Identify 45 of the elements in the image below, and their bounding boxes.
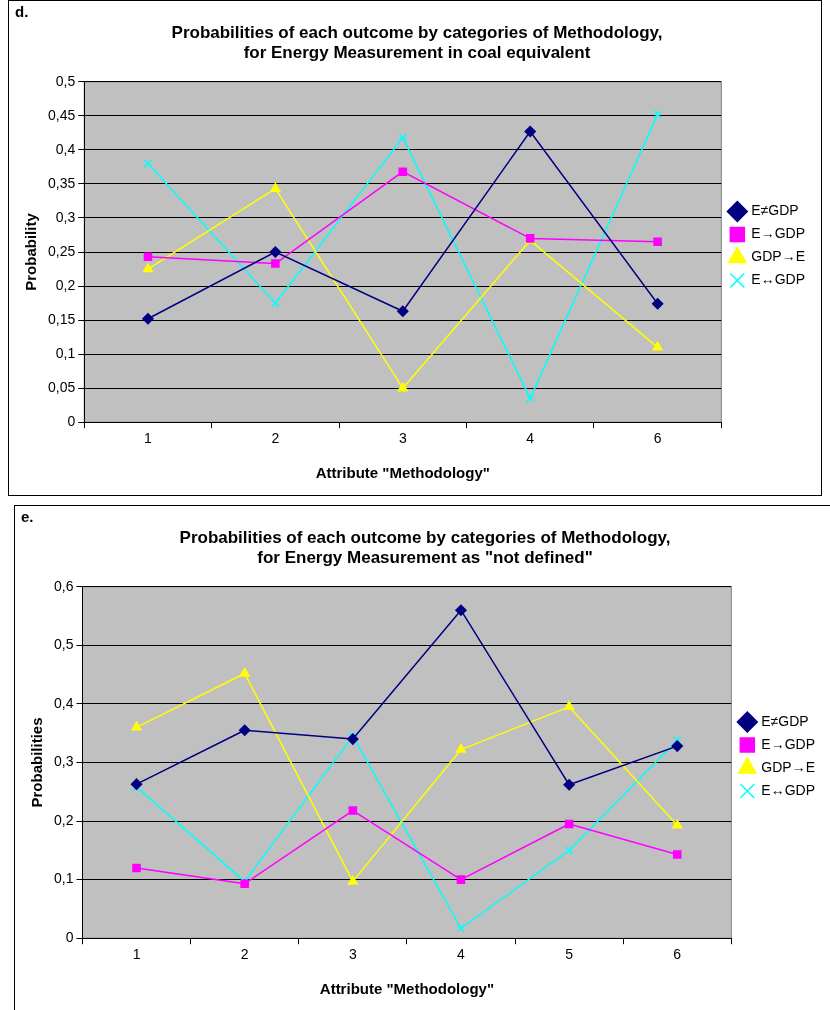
y-axis-title: Probabilities: [28, 717, 46, 808]
y-tick-label: 0: [65, 929, 74, 946]
y-tick-label: 0,5: [55, 72, 76, 89]
y-tick-label: 0: [67, 413, 76, 430]
x-tick-label: 1: [144, 430, 153, 447]
x-tick-label: 3: [398, 430, 407, 447]
chart-title: Probabilities of each outcome by categories of Methodology, for Energy Measurement in coal equivalent: [171, 22, 663, 63]
y-tick-label: 0,05: [48, 379, 76, 396]
legend-label: GDP→E: [761, 758, 816, 775]
legend-label: E↔GDP: [751, 271, 806, 288]
legend-label: GDP→E: [751, 248, 806, 265]
y-axis-title: Probability: [22, 212, 40, 291]
legend-label: E↔GDP: [761, 781, 816, 798]
x-tick-label: 2: [271, 430, 280, 447]
legend-label: E→GDP: [751, 225, 806, 242]
y-tick-label: 0,3: [55, 208, 76, 225]
x-tick-label: 6: [673, 946, 682, 963]
y-tick-label: 0,2: [53, 811, 74, 828]
y-tick-label: 0,2: [55, 276, 76, 293]
text: e.: [21, 508, 34, 525]
y-tick-label: 0,5: [53, 636, 74, 653]
x-tick-label: 6: [653, 430, 662, 447]
y-tick-label: 0,1: [55, 344, 76, 361]
y-tick-label: 0,4: [55, 140, 76, 157]
y-tick-label: 0,35: [48, 174, 76, 191]
x-axis-title: Attribute "Methodology": [319, 980, 494, 998]
x-tick-label: 1: [132, 946, 141, 963]
x-tick-label: 5: [565, 946, 574, 963]
legend-label: E≠GDP: [761, 712, 809, 729]
x-tick-label: 4: [457, 946, 466, 963]
legend-label: E≠GDP: [751, 202, 799, 219]
text: d.: [15, 3, 29, 20]
y-tick-label: 0,3: [53, 753, 74, 770]
chart-title: Probabilities of each outcome by categories of Methodology, for Energy Measurement as "not defined": [179, 527, 671, 568]
y-tick-label: 0,4: [53, 694, 74, 711]
y-tick-label: 0,15: [48, 310, 76, 327]
x-tick-label: 2: [240, 946, 249, 963]
x-tick-label: 3: [348, 946, 357, 963]
y-tick-label: 0,6: [53, 577, 74, 594]
y-tick-label: 0,25: [48, 242, 76, 259]
y-tick-label: 0,45: [48, 106, 76, 123]
y-tick-label: 0,1: [53, 870, 74, 887]
legend-label: E→GDP: [761, 735, 816, 752]
x-tick-label: 4: [526, 430, 535, 447]
x-axis-title: Attribute "Methodology": [315, 464, 490, 482]
